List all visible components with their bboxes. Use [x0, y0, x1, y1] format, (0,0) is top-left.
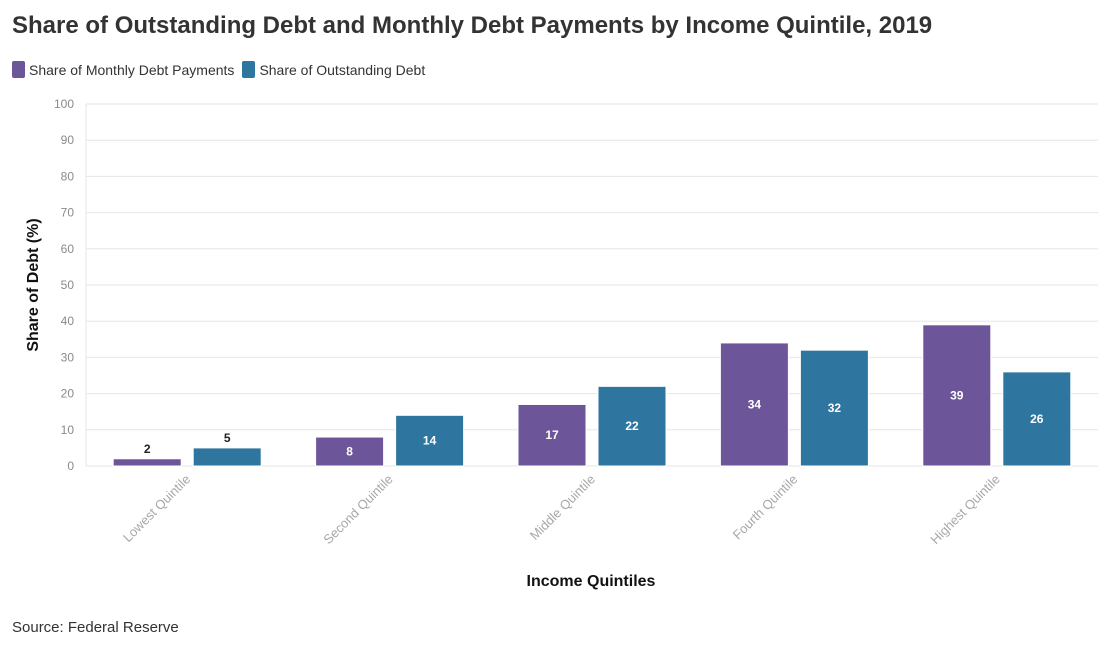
- bar[interactable]: [192, 447, 262, 467]
- bar[interactable]: [1002, 371, 1072, 467]
- data-label: 5: [224, 431, 231, 445]
- data-label: 39: [950, 388, 964, 402]
- y-tick-label: 80: [61, 169, 75, 183]
- legend: Share of Monthly Debt Payments Share of …: [12, 61, 425, 78]
- y-tick-label: 100: [54, 97, 74, 111]
- data-label: 22: [625, 419, 639, 433]
- data-labels: 2 5 8 14 17 22 34 32 39 26: [144, 388, 1044, 458]
- data-label: 14: [423, 434, 437, 448]
- bars: [112, 324, 1072, 467]
- legend-item-outstanding[interactable]: Share of Outstanding Debt: [242, 61, 425, 78]
- bar[interactable]: [922, 324, 992, 467]
- x-tick-label: Lowest Quintile: [120, 472, 193, 545]
- legend-swatch-outstanding: [242, 61, 256, 78]
- bar[interactable]: [517, 403, 587, 467]
- x-tick-label: Fourth Quintile: [730, 472, 801, 543]
- data-label: 26: [1030, 412, 1044, 426]
- data-label: 34: [748, 397, 762, 411]
- x-tick-label: Highest Quintile: [927, 472, 1003, 548]
- x-axis-ticks: Lowest Quintile Second Quintile Middle Qui…: [120, 472, 1003, 548]
- source-note: Source: Federal Reserve: [12, 619, 179, 636]
- y-tick-label: 10: [61, 423, 75, 437]
- x-tick-label: Middle Quintile: [527, 472, 598, 543]
- legend-swatch-payments: [12, 61, 25, 78]
- legend-label-outstanding: Share of Outstanding Debt: [259, 61, 426, 78]
- chart-title: Share of Outstanding Debt and Monthly De…: [12, 12, 933, 39]
- bar[interactable]: [395, 414, 465, 467]
- x-axis-title: Income Quintiles: [527, 573, 656, 590]
- y-tick-label: 0: [67, 459, 74, 473]
- x-tick-label: Second Quintile: [320, 472, 396, 548]
- y-tick-label: 50: [61, 278, 75, 292]
- y-tick-label: 60: [61, 242, 75, 256]
- data-label: 2: [144, 442, 151, 456]
- bar[interactable]: [799, 349, 869, 467]
- data-label: 8: [346, 445, 353, 459]
- y-axis-ticks: 0 10 20 30 40 50 60 70 80 90 100: [54, 97, 74, 473]
- data-label: 32: [828, 401, 842, 415]
- y-tick-label: 20: [61, 387, 75, 401]
- bar[interactable]: [315, 436, 385, 467]
- bar[interactable]: [112, 458, 182, 467]
- legend-item-payments[interactable]: Share of Monthly Debt Payments: [12, 61, 234, 78]
- y-axis-title: Share of Debt (%): [25, 218, 42, 351]
- y-tick-label: 70: [61, 206, 75, 220]
- y-tick-label: 90: [61, 133, 75, 147]
- bar[interactable]: [597, 385, 667, 467]
- bar[interactable]: [719, 342, 789, 467]
- legend-label-payments: Share of Monthly Debt Payments: [29, 61, 235, 78]
- data-label: 17: [545, 428, 559, 442]
- y-tick-label: 40: [61, 314, 75, 328]
- y-tick-label: 30: [61, 350, 75, 364]
